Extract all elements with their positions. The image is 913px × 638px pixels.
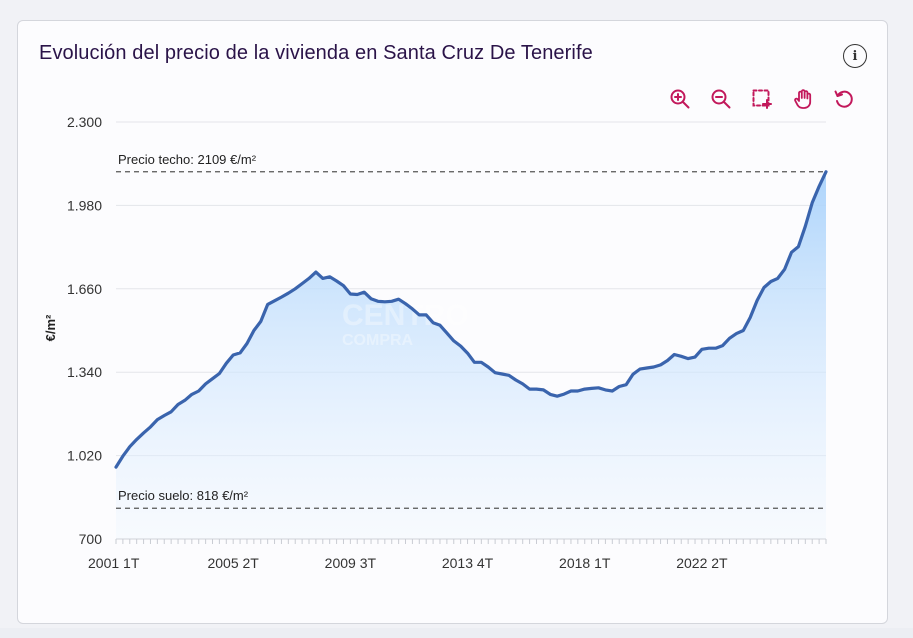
y-tick-label: 1.020 xyxy=(67,448,102,464)
x-tick-label: 2018 1T xyxy=(559,555,611,571)
watermark-line-2: COMPRA xyxy=(342,332,414,349)
zoom-in-icon[interactable] xyxy=(668,87,692,111)
page-bottom-strip xyxy=(0,628,913,638)
y-tick-label: 1.980 xyxy=(67,197,102,213)
x-tick-label: 2009 3T xyxy=(325,555,377,571)
chart-title: Evolución del precio de la vivienda en S… xyxy=(39,42,593,64)
y-tick-label: 2.300 xyxy=(67,114,102,130)
zoom-out-icon[interactable] xyxy=(709,87,733,111)
x-tick-label: 2005 2T xyxy=(207,555,259,571)
y-tick-label: 700 xyxy=(79,531,103,547)
x-tick-label: 2022 2T xyxy=(676,555,728,571)
y-tick-label: 1.340 xyxy=(67,364,102,380)
reference-line-label: Precio suelo: 818 €/m² xyxy=(118,488,249,503)
x-tick-label: 2013 4T xyxy=(442,555,494,571)
y-axis-label: €/m² xyxy=(43,314,58,341)
info-icon[interactable]: i xyxy=(843,44,867,68)
reset-icon[interactable] xyxy=(832,87,856,111)
price-area xyxy=(116,171,826,540)
reference-line-label: Precio techo: 2109 €/m² xyxy=(118,152,257,167)
chart-toolbar xyxy=(668,87,856,111)
price-line xyxy=(114,170,828,469)
selection-zoom-icon[interactable] xyxy=(750,87,774,111)
y-tick-label: 1.660 xyxy=(67,281,102,297)
x-tick-label: 2001 1T xyxy=(88,555,140,571)
pan-hand-icon[interactable] xyxy=(791,87,815,111)
